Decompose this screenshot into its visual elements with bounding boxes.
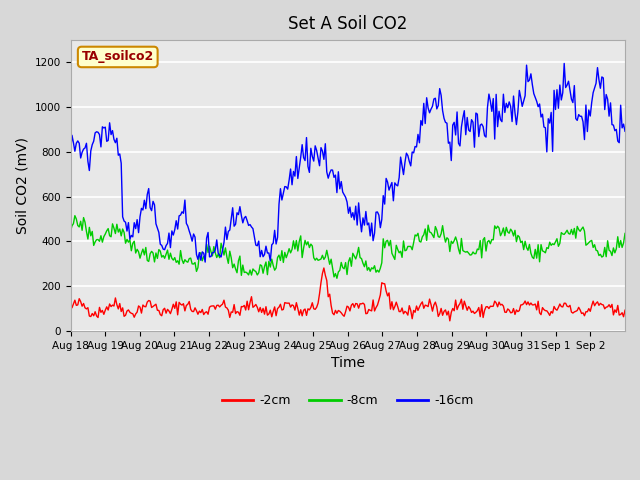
Legend: -2cm, -8cm, -16cm: -2cm, -8cm, -16cm	[216, 389, 479, 412]
Text: TA_soilco2: TA_soilco2	[82, 50, 154, 63]
Title: Set A Soil CO2: Set A Soil CO2	[288, 15, 408, 33]
X-axis label: Time: Time	[331, 356, 365, 370]
Y-axis label: Soil CO2 (mV): Soil CO2 (mV)	[15, 137, 29, 234]
